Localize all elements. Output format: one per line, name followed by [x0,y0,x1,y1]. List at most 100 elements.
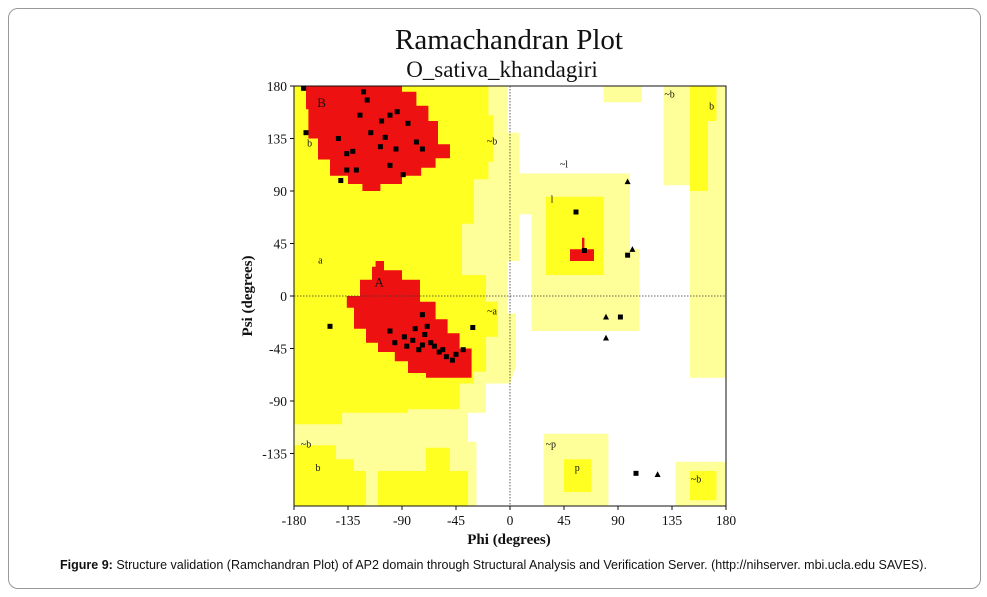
y-tick-label: -90 [269,394,287,409]
caption-label: Figure 9: [60,558,113,572]
region-allowed-p [564,459,592,492]
region-label: l [551,195,554,206]
region-label: p [575,463,580,474]
x-tick-label: 180 [716,513,737,528]
residue-point [368,130,374,136]
residue-point [412,326,418,332]
residue-point [303,130,309,136]
residue-point [413,139,419,145]
region-allowed-lower-left [294,445,366,506]
region-core-beta [306,86,450,191]
region-label: ~b [487,136,497,147]
y-tick-label: -45 [269,342,287,357]
residue-point [419,146,425,152]
residue-point [404,343,410,349]
region-allowed-lower-mid [378,447,468,506]
residue-point [625,252,631,258]
residue-point [405,120,411,126]
residue-point [301,85,307,91]
x-tick-label: -90 [393,513,411,528]
residue-point [393,146,399,152]
region-label: b [307,139,312,150]
glycine-point [654,471,661,477]
residue-point [364,97,370,103]
y-tick-label: -135 [262,447,287,462]
residue-point [416,347,422,353]
residue-point [392,340,398,346]
region-allowed-right [690,86,717,191]
residue-point [449,357,455,363]
residue-point [344,167,350,173]
glycine-point [603,334,609,341]
x-axis-label: Phi (degrees) [467,532,550,548]
y-axis-label: Psi (degrees) [240,256,256,337]
axes-layer: -180 -135 -90 -45 0 45 90 135 180 180 135 90 45 0 -45 -… [262,79,736,528]
residue-point [440,347,446,353]
residue-point [470,325,476,330]
residue-point [428,340,434,346]
residue-point [633,470,639,476]
residue-point [361,89,367,95]
y-tick-label: 45 [274,237,288,252]
residue-point [382,134,388,140]
residue-point [573,209,579,215]
residue-point [350,148,356,154]
region-label: ~b [664,90,674,101]
points-layer [301,85,661,477]
x-tick-label: -135 [336,513,361,528]
chart-subtitle: O_sativa_khandagiri [406,57,598,82]
x-tick-label: 90 [611,513,625,528]
residue-point [335,136,341,141]
residue-point [443,354,449,360]
y-tick-label: 90 [274,184,288,199]
region-label: b [709,101,714,112]
residue-point [327,323,333,329]
x-tick-label: -180 [282,513,307,528]
residue-point [419,342,425,348]
caption-text: Structure validation (Ramchandran Plot) … [116,558,927,572]
residue-point [453,351,459,357]
region-label: ~a [487,307,497,318]
region-label: A [375,275,385,290]
region-label: ~b [691,475,701,486]
residue-point [617,314,623,320]
residue-point [387,162,393,168]
residue-point [431,343,437,349]
region-labels: Bb ~b ~b b ~l l a A ~a ~b b ~p p ~b [301,90,714,486]
region-generous-top-strip [603,86,642,103]
region-label: ~p [546,440,556,451]
residue-point [419,312,425,318]
residue-point [387,328,393,334]
residue-point [422,332,428,337]
glycine-point [624,178,631,185]
region-label: a [318,255,323,266]
residue-point [401,334,407,340]
residue-point [581,248,587,253]
region-label: ~l [560,160,568,171]
region-label: b [316,463,321,474]
y-tick-label: 135 [267,132,288,147]
region-label: B [317,95,326,110]
residue-point [353,167,359,173]
y-tick-label: 180 [267,79,288,94]
x-tick-label: 0 [507,513,514,528]
region-allowed-l [546,196,604,275]
glycine-point [603,313,609,320]
residue-point [357,112,363,118]
region-allowed-right-bottom [690,471,717,501]
region-label: ~b [301,440,311,451]
figure-caption: Figure 9: Structure validation (Ramchand… [0,558,987,572]
residue-point [377,144,383,150]
residue-point [338,178,344,183]
residue-point [344,151,350,157]
residue-point [424,323,430,329]
x-tick-label: 135 [662,513,683,528]
glycine-point [629,246,636,252]
residue-point [410,337,416,343]
residue-point [436,349,442,355]
x-tick-label: 45 [557,513,571,528]
x-tick-label: -45 [447,513,465,528]
residue-point [394,109,400,115]
residue-point [400,172,406,178]
